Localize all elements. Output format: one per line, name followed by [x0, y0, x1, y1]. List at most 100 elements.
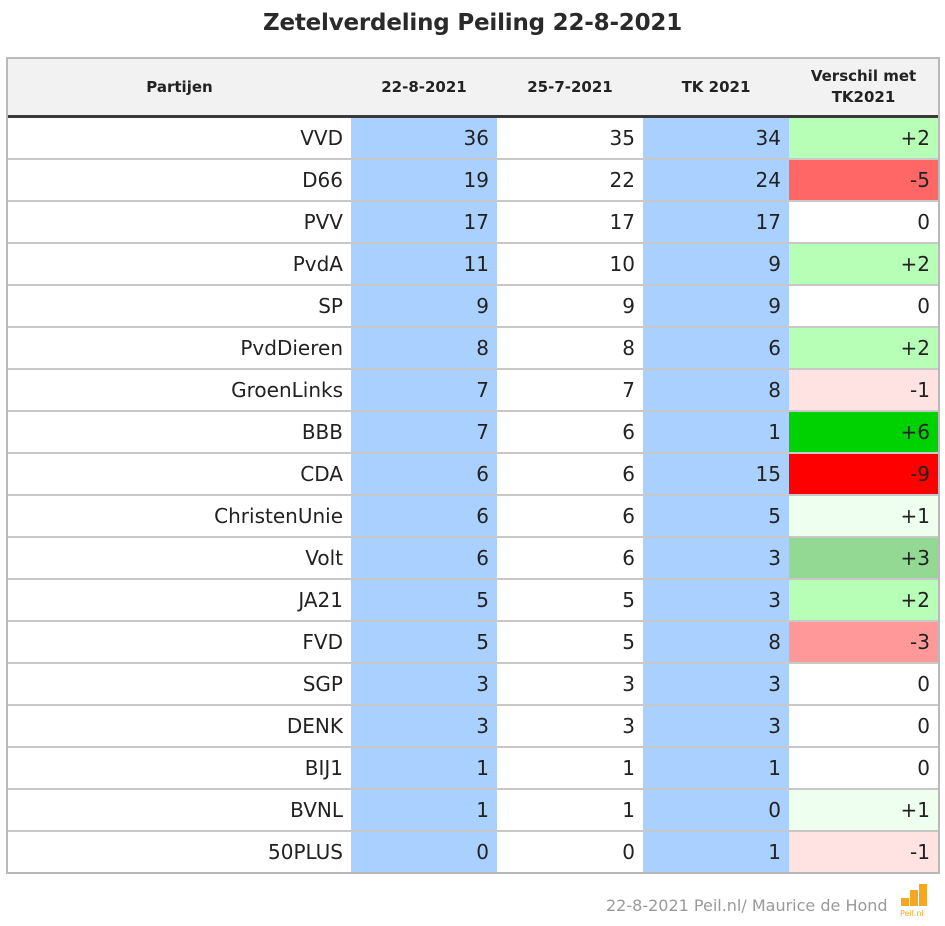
table-header-row: Partijen 22-8-2021 25-7-2021 TK 2021 Ver…: [8, 59, 938, 118]
table-row: JA21 5 5 3 +2: [8, 579, 938, 622]
poll-current-cell: 5: [351, 579, 497, 622]
tk2021-cell: 34: [643, 116, 789, 160]
poll-current-cell: 0: [351, 831, 497, 872]
poll-previous-cell: 6: [497, 453, 643, 496]
tk2021-cell: 15: [643, 453, 789, 496]
tk2021-cell: 17: [643, 201, 789, 244]
poll-current-cell: 3: [351, 705, 497, 748]
tk2021-cell: 0: [643, 789, 789, 832]
poll-previous-cell: 7: [497, 369, 643, 412]
table-row: CDA 6 6 15 -9: [8, 453, 938, 496]
difference-cell: 0: [789, 747, 938, 790]
difference-cell: -9: [789, 453, 938, 496]
party-name-cell: DENK: [8, 705, 351, 748]
difference-cell: +6: [789, 411, 938, 454]
poll-current-cell: 6: [351, 537, 497, 580]
poll-current-cell: 1: [351, 747, 497, 790]
tk2021-cell: 3: [643, 537, 789, 580]
tk2021-cell: 8: [643, 369, 789, 412]
poll-current-cell: 1: [351, 789, 497, 832]
difference-cell: +3: [789, 537, 938, 580]
poll-current-cell: 3: [351, 663, 497, 706]
party-name-cell: SGP: [8, 663, 351, 706]
difference-cell: +2: [789, 116, 938, 160]
table-row: PvdA 11 10 9 +2: [8, 243, 938, 286]
poll-previous-cell: 3: [497, 663, 643, 706]
difference-cell: 0: [789, 705, 938, 748]
table-row: D66 19 22 24 -5: [8, 159, 938, 202]
party-name-cell: PvdDieren: [8, 327, 351, 370]
table-row: BBB 7 6 1 +6: [8, 411, 938, 454]
poll-previous-cell: 5: [497, 579, 643, 622]
tk2021-cell: 5: [643, 495, 789, 538]
party-name-cell: FVD: [8, 621, 351, 664]
poll-previous-cell: 0: [497, 831, 643, 872]
column-header-tk2021: TK 2021: [643, 59, 789, 118]
poll-previous-cell: 3: [497, 705, 643, 748]
poll-previous-cell: 1: [497, 747, 643, 790]
difference-cell: +2: [789, 243, 938, 286]
table-row: PvdDieren 8 8 6 +2: [8, 327, 938, 370]
column-header-poll-previous: 25-7-2021: [497, 59, 643, 118]
poll-current-cell: 6: [351, 495, 497, 538]
party-name-cell: 50PLUS: [8, 831, 351, 872]
poll-previous-cell: 17: [497, 201, 643, 244]
poll-previous-cell: 1: [497, 789, 643, 832]
table-row: VVD 36 35 34 +2: [8, 116, 938, 160]
poll-previous-cell: 22: [497, 159, 643, 202]
source-footer: 22-8-2021 Peil.nl/ Maurice de Hond: [606, 896, 888, 915]
poll-previous-cell: 6: [497, 495, 643, 538]
poll-current-cell: 11: [351, 243, 497, 286]
tk2021-cell: 8: [643, 621, 789, 664]
difference-cell: 0: [789, 201, 938, 244]
party-name-cell: D66: [8, 159, 351, 202]
poll-previous-cell: 6: [497, 411, 643, 454]
chart-title: Zetelverdeling Peiling 22-8-2021: [262, 10, 683, 36]
table-row: BIJ1 1 1 1 0: [8, 747, 938, 790]
party-name-cell: BVNL: [8, 789, 351, 832]
difference-cell: +2: [789, 327, 938, 370]
difference-cell: -1: [789, 831, 938, 872]
party-name-cell: Volt: [8, 537, 351, 580]
party-name-cell: JA21: [8, 579, 351, 622]
difference-cell: -1: [789, 369, 938, 412]
difference-cell: 0: [789, 663, 938, 706]
seat-table: Partijen 22-8-2021 25-7-2021 TK 2021 Ver…: [6, 57, 940, 874]
table-row: GroenLinks 7 7 8 -1: [8, 369, 938, 412]
party-name-cell: PvdA: [8, 243, 351, 286]
party-name-cell: CDA: [8, 453, 351, 496]
poll-current-cell: 17: [351, 201, 497, 244]
table-row: Volt 6 6 3 +3: [8, 537, 938, 580]
party-name-cell: GroenLinks: [8, 369, 351, 412]
table-row: BVNL 1 1 0 +1: [8, 789, 938, 832]
poll-previous-cell: 10: [497, 243, 643, 286]
difference-cell: -3: [789, 621, 938, 664]
difference-cell: -5: [789, 159, 938, 202]
difference-cell: 0: [789, 285, 938, 328]
table-row: SP 9 9 9 0: [8, 285, 938, 328]
difference-cell: +1: [789, 495, 938, 538]
tk2021-cell: 3: [643, 705, 789, 748]
logo-text: Peil.nl: [900, 909, 924, 918]
tk2021-cell: 9: [643, 285, 789, 328]
party-name-cell: PVV: [8, 201, 351, 244]
poll-current-cell: 7: [351, 411, 497, 454]
poll-previous-cell: 5: [497, 621, 643, 664]
difference-cell: +2: [789, 579, 938, 622]
table-body: VVD 36 35 34 +2 D66 19 22 24 -5 PVV 17 17 17 0 PvdA 11 10…: [8, 116, 938, 872]
tk2021-cell: 1: [643, 747, 789, 790]
poll-previous-cell: 8: [497, 327, 643, 370]
tk2021-cell: 9: [643, 243, 789, 286]
party-name-cell: VVD: [8, 116, 351, 160]
poll-previous-cell: 9: [497, 285, 643, 328]
poll-current-cell: 9: [351, 285, 497, 328]
party-name-cell: BBB: [8, 411, 351, 454]
difference-cell: +1: [789, 789, 938, 832]
party-name-cell: ChristenUnie: [8, 495, 351, 538]
tk2021-cell: 3: [643, 663, 789, 706]
poll-current-cell: 36: [351, 116, 497, 160]
peil-logo: Peil.nl: [900, 884, 927, 918]
party-name-cell: SP: [8, 285, 351, 328]
table-row: SGP 3 3 3 0: [8, 663, 938, 706]
column-header-poll-current: 22-8-2021: [351, 59, 497, 118]
